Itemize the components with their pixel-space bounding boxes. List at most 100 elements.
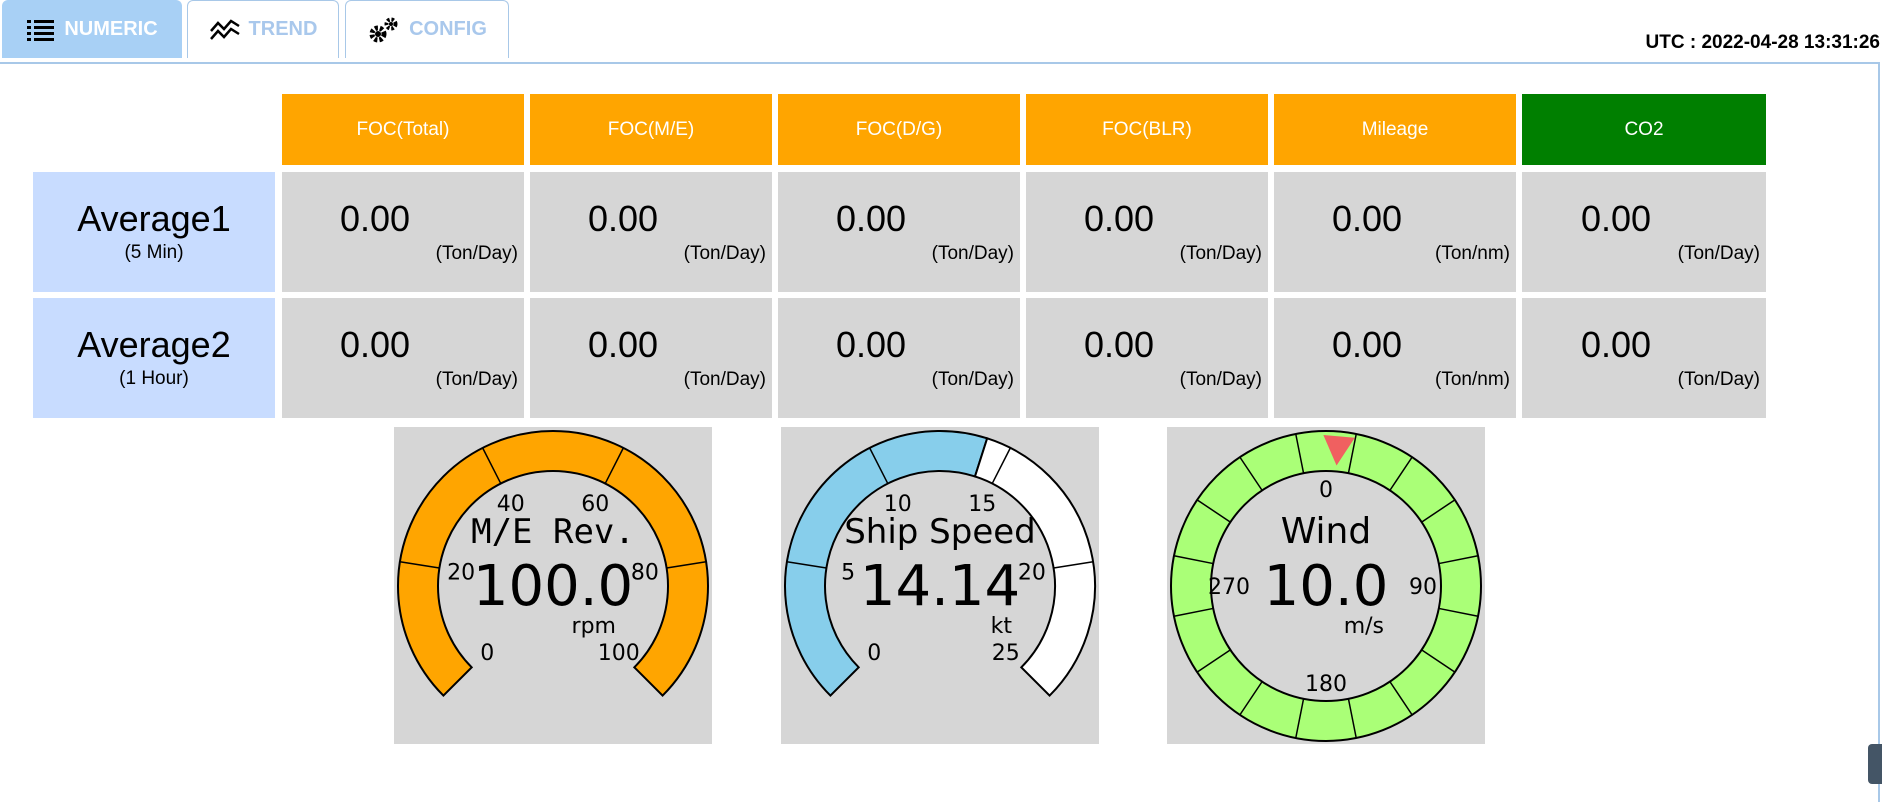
cell-value: 0.00 [1083, 198, 1155, 239]
header-label: FOC(BLR) [1102, 118, 1192, 140]
gauge-tick-divider [786, 561, 827, 569]
cell-unit: (Ton/Day) [1677, 243, 1760, 264]
gauge-tick-divider [481, 447, 502, 484]
header-label: FOC(M/E) [607, 118, 695, 140]
row-title: Average1 [77, 198, 231, 239]
ship-speed-gauge: 0 5 10 15 20 25 Ship Speed 14.14 kt [781, 427, 1099, 744]
wind-ring-divider [1196, 499, 1231, 523]
row-label-average2: Average2 (1 Hour) [33, 298, 275, 418]
row-subtitle: (5 Min) [124, 242, 184, 263]
cell-value: 0.00 [339, 198, 411, 239]
trend-icon [209, 17, 241, 43]
cell-avg1-foc-total: 0.00 (Ton/Day) [282, 172, 524, 292]
utc-clock: UTC : 2022-04-28 13:31:26 [1645, 32, 1880, 53]
wind-ring-divider [1389, 681, 1413, 716]
cell-unit: (Ton/nm) [1435, 369, 1510, 390]
gauge-title: Ship Speed [844, 512, 1036, 552]
cell-value: 0.00 [1580, 198, 1652, 239]
cell-unit: (Ton/nm) [1435, 243, 1510, 264]
cell-value: 0.00 [587, 324, 659, 365]
cell-avg1-mileage: 0.00 (Ton/nm) [1274, 172, 1516, 292]
tab-trend-label: TREND [248, 18, 318, 40]
cell-value: 0.00 [835, 324, 907, 365]
row-label-average1: Average1 (5 Min) [33, 172, 275, 292]
header-foc-total: FOC(Total) [282, 94, 524, 165]
wind-ring-divider [1173, 607, 1214, 617]
cell-avg2-co2: 0.00 (Ton/Day) [1522, 298, 1766, 418]
cell-unit: (Ton/Day) [1677, 369, 1760, 390]
cell-avg2-foc-blr: 0.00 (Ton/Day) [1026, 298, 1268, 418]
wind-ring-divider [1239, 681, 1263, 716]
wind-ring-divider [1295, 433, 1305, 474]
row-title: Average2 [77, 324, 231, 365]
header-foc-me: FOC(M/E) [530, 94, 772, 165]
gauge-tick-divider [604, 447, 625, 484]
cell-unit: (Ton/Day) [931, 369, 1014, 390]
wind-ring-divider [1389, 456, 1413, 491]
wind-tick-label: 180 [1305, 672, 1347, 697]
side-handle[interactable] [1868, 744, 1882, 784]
cell-unit: (Ton/Day) [683, 369, 766, 390]
wind-ring-divider [1421, 499, 1456, 523]
wind-tick-label: 0 [1319, 478, 1333, 503]
wind-ring-divider [1295, 698, 1305, 739]
wind-tick-label: 90 [1409, 575, 1437, 600]
cell-avg1-foc-dg: 0.00 (Ton/Day) [778, 172, 1020, 292]
gauge-tick-label: 10 [884, 492, 912, 517]
wind-ring-divider [1173, 555, 1214, 565]
cell-value: 0.00 [587, 198, 659, 239]
tab-config[interactable]: CONFIG [345, 0, 509, 58]
cell-unit: (Ton/Day) [435, 243, 518, 264]
cell-avg2-foc-total: 0.00 (Ton/Day) [282, 298, 524, 418]
list-icon [26, 18, 56, 42]
cell-unit: (Ton/Day) [1179, 369, 1262, 390]
cell-unit: (Ton/Day) [435, 369, 518, 390]
row-subtitle: (1 Hour) [119, 368, 189, 389]
gauge-tick-label: 80 [631, 560, 659, 585]
gauge-tick-divider [1053, 561, 1094, 569]
gauge-unit: rpm [572, 614, 616, 639]
header-mileage: Mileage [1274, 94, 1516, 165]
gauge-tick-label: 20 [447, 560, 475, 585]
gears-icon [367, 15, 401, 45]
gauge-tick-label: 60 [581, 492, 609, 517]
gauge-tick-label: 25 [992, 641, 1020, 666]
wind-tick-label: 270 [1208, 575, 1250, 600]
gauge-empty-arc [973, 437, 1096, 698]
wind-ring-divider [1239, 456, 1263, 491]
cell-avg2-mileage: 0.00 (Ton/nm) [1274, 298, 1516, 418]
wind-dial-face [1210, 470, 1442, 702]
cell-avg2-foc-me: 0.00 (Ton/Day) [530, 298, 772, 418]
gauge-tick-label: 15 [968, 492, 996, 517]
cell-unit: (Ton/Day) [683, 243, 766, 264]
wind-gauge: 0 90 180 270 Wind 10.0 m/s [1167, 427, 1485, 744]
header-label: Mileage [1361, 118, 1429, 140]
cell-value: 0.00 [339, 324, 411, 365]
gauge-tick-divider [868, 447, 889, 484]
gauge-title: Wind [1281, 511, 1371, 552]
header-foc-blr: FOC(BLR) [1026, 94, 1268, 165]
gauge-fill-arc [784, 430, 989, 698]
tab-numeric-label: NUMERIC [64, 18, 158, 40]
gauge-tick-divider [666, 561, 707, 569]
tab-trend[interactable]: TREND [187, 0, 339, 58]
gauge-tick-label: 20 [1018, 560, 1046, 585]
gauge-tick-label: 5 [841, 560, 855, 585]
gauge-tick-divider [399, 561, 440, 569]
tab-numeric[interactable]: NUMERIC [2, 0, 182, 58]
gauge-unit: kt [991, 614, 1013, 639]
gauge-unit: m/s [1344, 614, 1384, 639]
gauge-tick-label: 0 [867, 641, 881, 666]
gauge-tick-label: 0 [480, 641, 494, 666]
cell-avg1-foc-blr: 0.00 (Ton/Day) [1026, 172, 1268, 292]
cell-unit: (Ton/Day) [1179, 243, 1262, 264]
wind-ring-divider [1421, 649, 1456, 673]
header-co2: CO2 [1522, 94, 1766, 165]
me-rev-gauge: 0 20 40 60 80 100 M/E Rev. 100.0 rpm [394, 427, 712, 744]
cell-avg1-foc-me: 0.00 (Ton/Day) [530, 172, 772, 292]
wind-direction-pointer [1323, 435, 1355, 466]
cell-value: 0.00 [1331, 324, 1403, 365]
gauge-fill-arc [397, 430, 709, 698]
cell-avg1-co2: 0.00 (Ton/Day) [1522, 172, 1766, 292]
cell-avg2-foc-dg: 0.00 (Ton/Day) [778, 298, 1020, 418]
